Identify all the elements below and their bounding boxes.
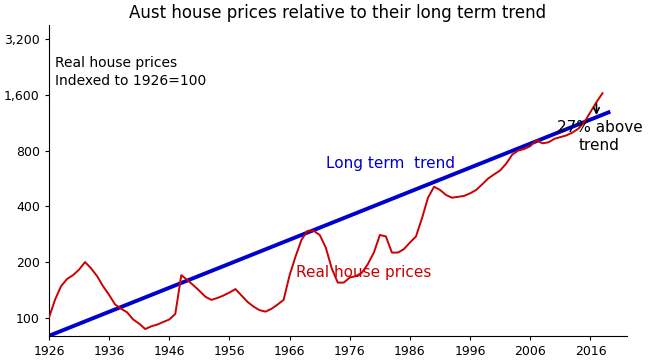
Text: Long term  trend: Long term trend [326, 156, 455, 171]
Text: Real house prices: Real house prices [296, 265, 431, 280]
Text: Real house prices
Indexed to 1926=100: Real house prices Indexed to 1926=100 [55, 56, 206, 88]
Text: 27% above
trend: 27% above trend [556, 121, 642, 153]
Title: Aust house prices relative to their long term trend: Aust house prices relative to their long… [129, 4, 546, 22]
